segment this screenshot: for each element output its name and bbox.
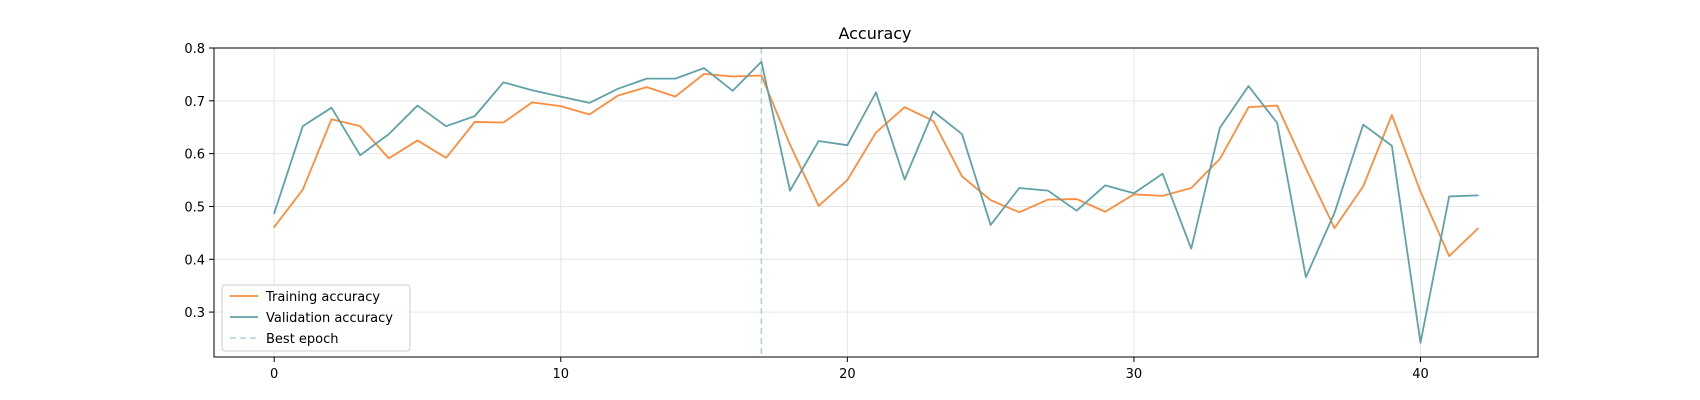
training-accuracy-line: [273, 72, 1479, 258]
y-tick-label: 0.4: [184, 253, 205, 268]
y-tick-label: 0.3: [184, 306, 205, 321]
legend-entry-validation-label: Validation accuracy: [266, 311, 393, 326]
plot-frame: [213, 47, 1539, 358]
legend-entry-best-epoch-label: Best epoch: [266, 332, 339, 347]
y-tick-label: 0.8: [184, 42, 205, 57]
x-axis-ticks: 0 10 20 30 40: [270, 357, 1429, 382]
legend-entry-training-label: Training accuracy: [265, 290, 380, 305]
x-tick-label: 0: [270, 367, 278, 382]
validation-accuracy-line: [273, 60, 1479, 344]
y-tick-label: 0.5: [184, 200, 205, 215]
x-tick-label: 40: [1412, 367, 1429, 382]
chart-title: Accuracy: [838, 24, 911, 43]
legend-box: [221, 284, 411, 352]
x-tick-label: 20: [839, 367, 856, 382]
y-tick-label: 0.7: [184, 95, 205, 110]
y-axis-ticks: 0.3 0.4 0.5 0.6 0.7 0.8: [184, 42, 214, 321]
x-tick-label: 10: [552, 367, 569, 382]
y-tick-label: 0.6: [184, 148, 205, 163]
x-tick-label: 30: [1126, 367, 1143, 382]
legend: Training accuracy Validation accuracy Best…: [221, 284, 411, 352]
series-layer: [273, 60, 1479, 344]
